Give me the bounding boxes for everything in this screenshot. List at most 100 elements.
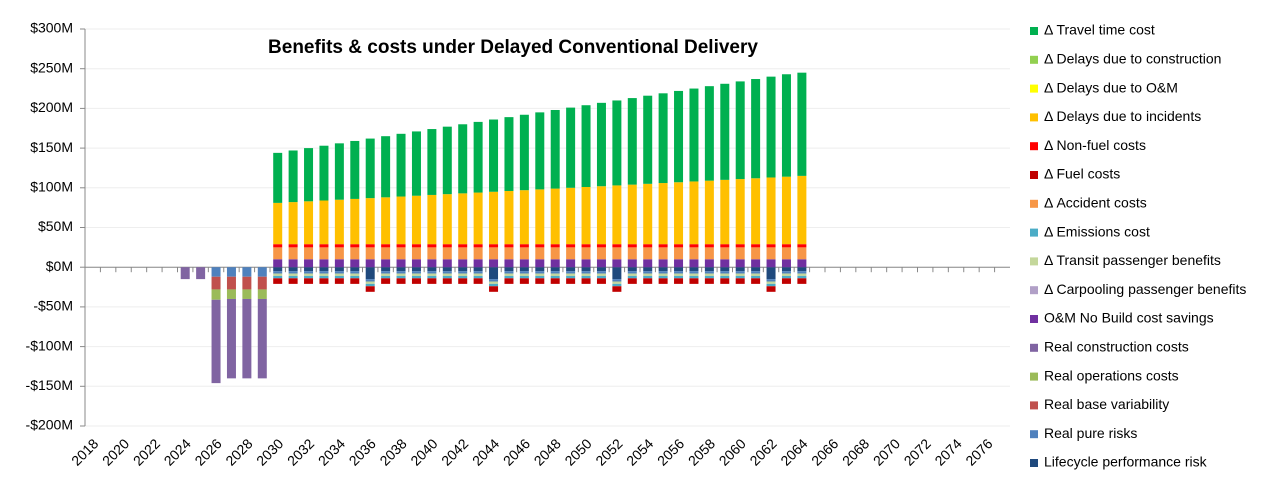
bar-segment xyxy=(581,247,591,260)
bar-segment xyxy=(411,131,421,196)
bar-segment xyxy=(427,278,437,284)
bar-segment xyxy=(720,273,730,276)
x-tick-label: 2052 xyxy=(592,435,625,468)
bar-segment xyxy=(273,202,283,245)
bar-segment xyxy=(489,259,499,268)
bar-segment xyxy=(288,150,298,203)
bar-segment xyxy=(288,275,298,279)
x-tick-label: 2020 xyxy=(99,435,132,468)
y-tick-label: $100M xyxy=(30,179,73,195)
bar-segment xyxy=(781,176,791,245)
legend-label: Δ Delays due to construction xyxy=(1044,51,1221,67)
bar-segment xyxy=(797,275,807,279)
bar-segment xyxy=(519,259,529,268)
bar-segment xyxy=(458,273,468,276)
bar-segment xyxy=(674,275,684,279)
bar-segment xyxy=(674,182,684,245)
bar-segment xyxy=(674,90,684,183)
bar-segment xyxy=(766,247,776,260)
bar-segment xyxy=(411,271,421,274)
bar-segment xyxy=(535,273,545,276)
legend-label: O&M No Build cost savings xyxy=(1044,310,1214,326)
bar-segment xyxy=(273,244,283,248)
bar-segment xyxy=(596,275,606,279)
bar-segment xyxy=(612,283,622,287)
bar-segment xyxy=(658,259,668,268)
bar-segment xyxy=(612,244,622,248)
bar-segment xyxy=(689,275,699,279)
y-tick-label: $50M xyxy=(38,218,73,234)
bar-segment xyxy=(411,278,421,284)
legend-swatch xyxy=(1030,84,1038,93)
bar-segment xyxy=(365,279,375,282)
bar-segment xyxy=(257,289,267,299)
bar-segment xyxy=(596,267,606,272)
bar-segment xyxy=(566,259,576,268)
bar-segment xyxy=(489,267,499,280)
bar-segment xyxy=(365,247,375,260)
bar-segment xyxy=(381,271,391,274)
bar-segment xyxy=(627,273,637,276)
bar-segment xyxy=(273,259,283,268)
bar-segment xyxy=(427,273,437,276)
bar-segment xyxy=(304,244,314,248)
bar-segment xyxy=(550,271,560,274)
legend-swatch xyxy=(1030,459,1038,467)
bar-segment xyxy=(226,276,236,290)
x-tick-label: 2048 xyxy=(531,435,564,468)
bar-segment xyxy=(504,273,514,276)
bar-segment xyxy=(427,194,437,245)
bar-segment xyxy=(581,244,591,248)
bar-segment xyxy=(735,275,745,279)
bar-segment xyxy=(674,244,684,248)
x-tick-label: 2042 xyxy=(438,435,471,468)
bar-segment xyxy=(504,117,514,191)
bar-segment xyxy=(504,275,514,279)
bar-segment xyxy=(365,281,375,284)
bar-segment xyxy=(365,198,375,245)
bar-segment xyxy=(751,275,761,279)
bar-segment xyxy=(550,244,560,248)
chart-title: Benefits & costs under Delayed Conventio… xyxy=(268,37,758,58)
bar-segment xyxy=(596,273,606,276)
legend-label: Δ Travel time cost xyxy=(1044,22,1155,38)
legend-swatch xyxy=(1030,401,1038,410)
y-tick-label: -$150M xyxy=(26,377,73,393)
legend-label: Δ Carpooling passenger benefits xyxy=(1044,281,1246,297)
bar-segment xyxy=(304,267,314,272)
bar-segment xyxy=(442,126,452,195)
bar-segment xyxy=(566,107,576,188)
bar-segment xyxy=(550,188,560,245)
legend-swatch xyxy=(1030,430,1038,439)
x-tick-label: 2032 xyxy=(284,435,317,468)
legend-swatch xyxy=(1030,55,1038,64)
bar-segment xyxy=(720,267,730,272)
bar-segment xyxy=(766,281,776,284)
bar-segment xyxy=(273,152,283,203)
bar-segment xyxy=(612,286,622,292)
bar-segment xyxy=(735,271,745,274)
bar-segment xyxy=(720,278,730,284)
bar-segment xyxy=(627,271,637,274)
bar-segment xyxy=(458,244,468,248)
bar-segment xyxy=(720,275,730,279)
bar-segment xyxy=(766,267,776,280)
legend-label: Δ Delays due to incidents xyxy=(1044,108,1201,124)
bar-segment xyxy=(304,278,314,284)
bar-segment xyxy=(596,271,606,274)
bar-segment xyxy=(473,192,483,245)
bar-segment xyxy=(704,244,714,248)
bar-segment xyxy=(489,283,499,287)
bar-segment xyxy=(596,247,606,260)
bar-segment xyxy=(704,247,714,260)
bar-segment xyxy=(411,275,421,279)
bar-segment xyxy=(304,201,314,245)
bar-segment xyxy=(704,273,714,276)
bar-segment xyxy=(288,247,298,260)
bar-segment xyxy=(751,273,761,276)
bar-segment xyxy=(411,259,421,268)
bar-segment xyxy=(751,244,761,248)
bar-segment xyxy=(427,129,437,195)
bar-segment xyxy=(581,273,591,276)
bar-segment xyxy=(674,278,684,284)
